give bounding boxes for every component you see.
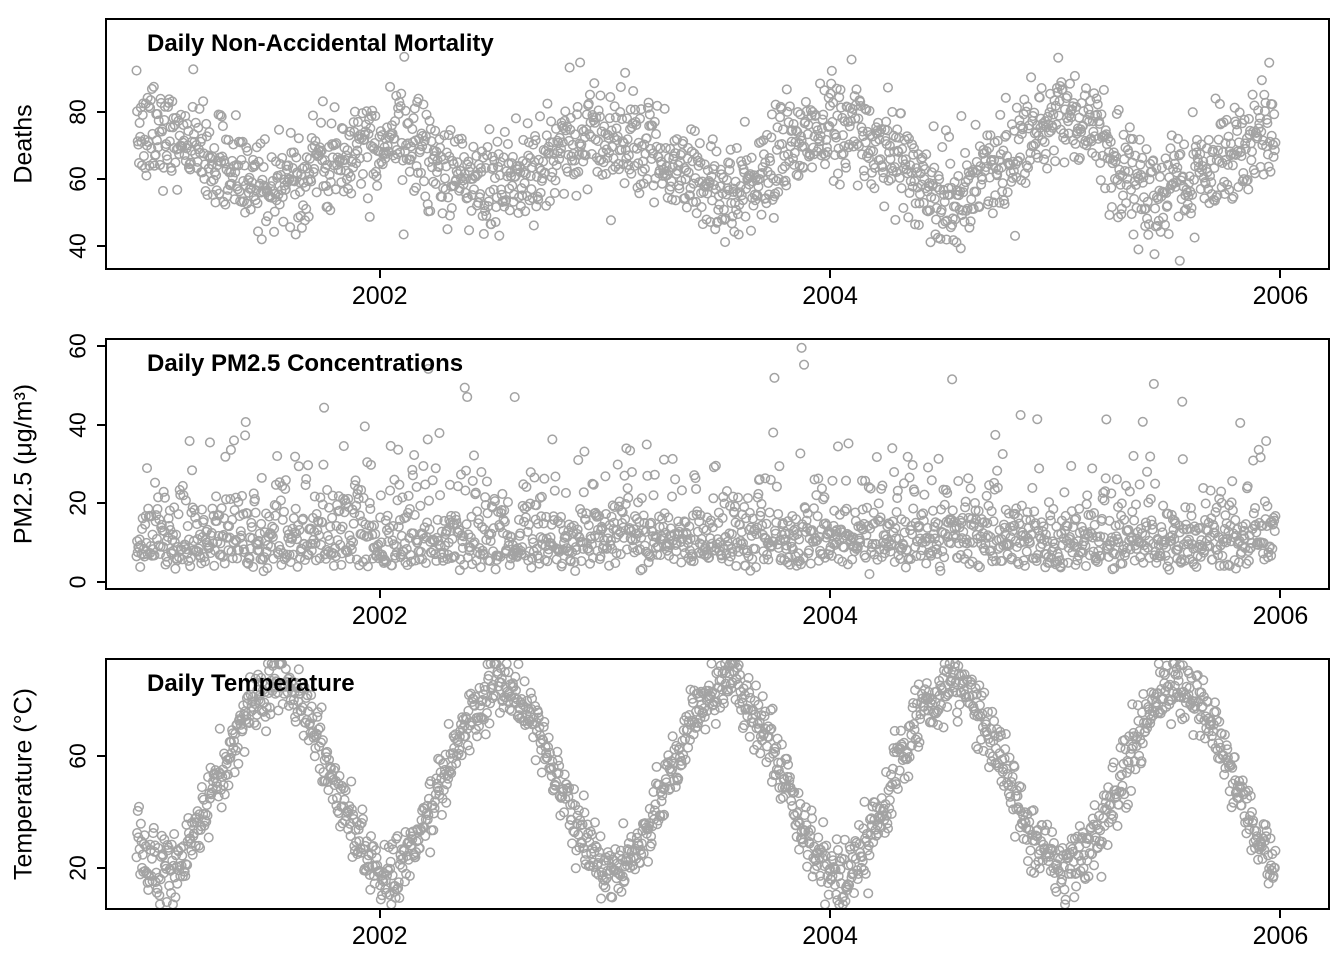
- y-axis-tick: [97, 111, 105, 114]
- y-tick-label: 40: [64, 411, 91, 438]
- y-axis-tick: [97, 755, 105, 757]
- y-tick-label: 60: [64, 743, 91, 769]
- scatter-canvas: [105, 338, 1330, 590]
- x-tick-label: 2004: [802, 602, 858, 630]
- chart-title: Daily PM2.5 Concentrations: [147, 350, 464, 377]
- x-axis-tick: [829, 590, 832, 598]
- y-axis-tick: [97, 502, 105, 505]
- y-tick-label: 80: [64, 99, 91, 125]
- y-tick-label: 20: [64, 855, 91, 881]
- plot-area-temperature: Daily Temperature: [105, 658, 1330, 910]
- scatter-canvas: [105, 658, 1330, 910]
- x-tick-label: 2002: [351, 602, 408, 630]
- y-axis-tick: [97, 423, 105, 426]
- plot-area-pm25: Daily PM2.5 Concentrations: [105, 338, 1330, 590]
- x-axis-tick: [1279, 270, 1282, 278]
- panel-mortality: Deaths Daily Non-Accidental Mortality 40…: [0, 0, 1344, 320]
- chart-title: Daily Non-Accidental Mortality: [147, 30, 494, 57]
- x-tick-label: 2002: [351, 922, 408, 950]
- x-axis-tick: [829, 270, 832, 278]
- x-axis-tick: [829, 910, 832, 918]
- y-axis-label: PM2.5 (μg/m³): [9, 383, 38, 545]
- y-axis-label: Deaths: [9, 104, 38, 184]
- panel-pm25: PM2.5 (μg/m³) Daily PM2.5 Concentrations…: [0, 320, 1344, 640]
- y-axis-tick: [97, 344, 105, 347]
- x-tick-label: 2004: [802, 282, 858, 310]
- y-tick-label: 60: [64, 333, 91, 359]
- plot-area-mortality: Daily Non-Accidental Mortality: [105, 18, 1330, 270]
- y-axis-tick: [97, 178, 105, 181]
- x-tick-label: 2004: [802, 922, 858, 950]
- x-axis-tick: [378, 590, 381, 598]
- y-axis-tick: [97, 581, 105, 584]
- scatter-canvas: [105, 18, 1330, 270]
- x-tick-label: 2002: [351, 282, 408, 310]
- y-axis-tick: [97, 245, 105, 248]
- x-axis-tick: [1279, 910, 1282, 918]
- chart-title: Daily Temperature: [147, 670, 355, 697]
- y-axis-tick: [97, 867, 105, 869]
- x-axis-tick: [1279, 590, 1282, 598]
- y-axis-label: Temperature (°C): [9, 688, 38, 880]
- x-tick-label: 2006: [1252, 282, 1309, 310]
- y-tick-label: 0: [64, 575, 91, 589]
- y-tick-label: 20: [64, 490, 91, 517]
- panel-temperature: Temperature (°C) Daily Temperature 20 60 2…: [0, 640, 1344, 960]
- x-tick-label: 2006: [1252, 602, 1309, 630]
- x-axis-tick: [378, 270, 381, 278]
- y-tick-label: 40: [64, 233, 91, 260]
- y-tick-label: 60: [64, 166, 91, 193]
- x-tick-label: 2006: [1252, 922, 1309, 950]
- x-axis-tick: [378, 910, 381, 918]
